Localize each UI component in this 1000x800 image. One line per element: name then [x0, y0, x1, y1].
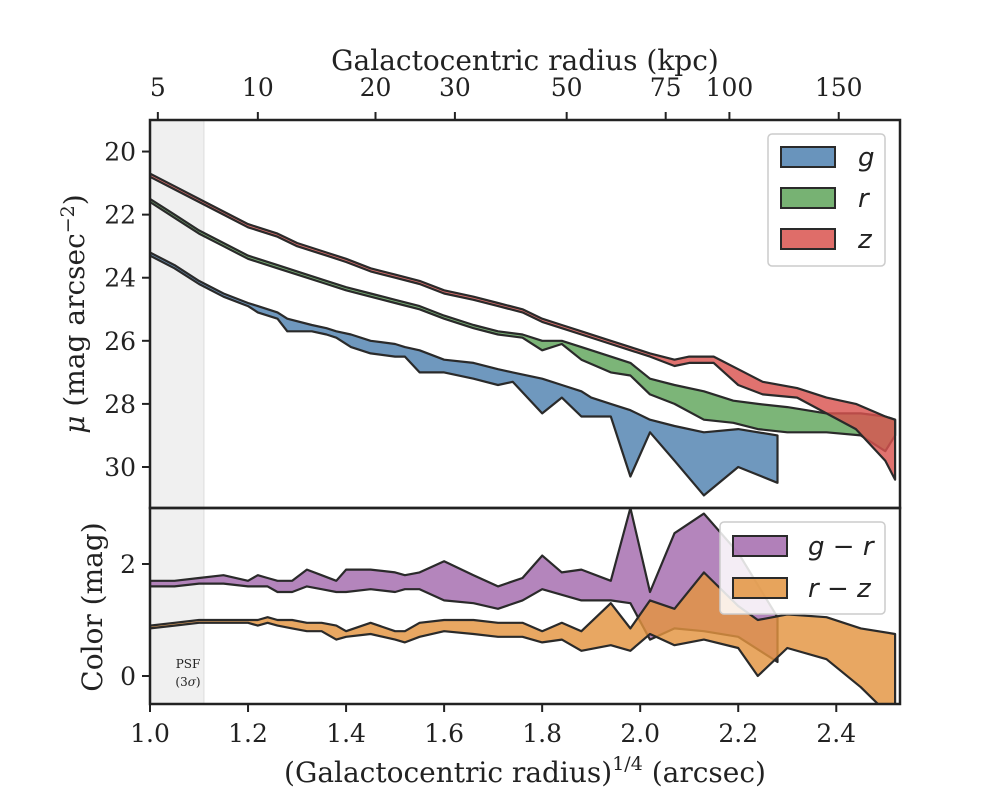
psf-label-line2: (3σ) — [175, 675, 200, 689]
y-tick-label-bottom: 0 — [120, 662, 136, 691]
legend-label-gr: g − r — [808, 532, 876, 562]
bottom-panel-frame — [148, 506, 902, 706]
band-z — [150, 172, 897, 481]
legend-swatch-gr — [732, 535, 788, 557]
band-gr — [150, 508, 779, 664]
top-x-tick-label: 50 — [551, 73, 583, 102]
legend-label-rz: r − z — [808, 574, 872, 604]
x-axis-title: (Galactocentric radius)1/4 (arcsec) — [284, 753, 766, 789]
surface-brightness-bands — [150, 172, 897, 497]
psf-shaded-region-bottom — [149, 507, 205, 705]
psf-label-line1: PSF — [176, 657, 201, 671]
legend-bottom: g − r r − z — [719, 521, 886, 615]
x-tick-label: 2.4 — [816, 719, 856, 748]
legend-label-r: r — [858, 184, 871, 214]
y-tick-label-top: 22 — [104, 201, 136, 230]
legend-swatch-g — [780, 146, 836, 168]
top-axis-title: Galactocentric radius (kpc) — [331, 44, 719, 77]
y-tick-label-top: 26 — [104, 327, 136, 356]
legend-top: grz — [767, 133, 886, 267]
top-x-tick-label: 10 — [242, 73, 274, 102]
psf-shaded-region-top — [149, 119, 205, 509]
top-x-tick-label: 75 — [650, 73, 682, 102]
y-tick-label-bottom: 2 — [120, 550, 136, 579]
axis-ticks: 20 22 24 26 28 30 0 2 1.0 1.2 1.4 1.6 1.8 2.0 2.2 2.4 5 1… — [104, 73, 862, 748]
legend-swatch-r — [780, 187, 836, 209]
top-x-tick-label: 150 — [815, 73, 863, 102]
band-g — [150, 251, 779, 497]
y-tick-label-top: 24 — [104, 264, 136, 293]
top-x-tick-label: 100 — [706, 73, 754, 102]
x-tick-label: 1.2 — [228, 719, 268, 748]
x-tick-label: 2.2 — [718, 719, 758, 748]
y-tick-label-top: 20 — [104, 138, 136, 167]
band-rz — [150, 571, 897, 704]
legend-label-g: g — [858, 143, 875, 173]
top-y-axis-title: μ (mag arcsec−2) — [57, 194, 91, 433]
x-tick-label: 1.4 — [326, 719, 366, 748]
x-tick-label: 1.8 — [522, 719, 562, 748]
color-bands — [150, 508, 897, 704]
legend-swatch-z — [780, 228, 836, 250]
y-tick-label-top: 28 — [104, 390, 136, 419]
top-x-tick-label: 30 — [439, 73, 471, 102]
top-x-tick-label: 20 — [360, 73, 392, 102]
bottom-y-axis-title: Color (mag) — [76, 522, 109, 691]
x-tick-label: 2.0 — [620, 719, 660, 748]
x-tick-label: 1.6 — [424, 719, 464, 748]
x-tick-label: 1.0 — [130, 719, 170, 748]
top-x-tick-label: 5 — [150, 73, 166, 102]
y-tick-label-top: 30 — [104, 453, 136, 482]
legend-label-z: z — [857, 225, 873, 255]
legend-swatch-rz — [732, 577, 788, 599]
